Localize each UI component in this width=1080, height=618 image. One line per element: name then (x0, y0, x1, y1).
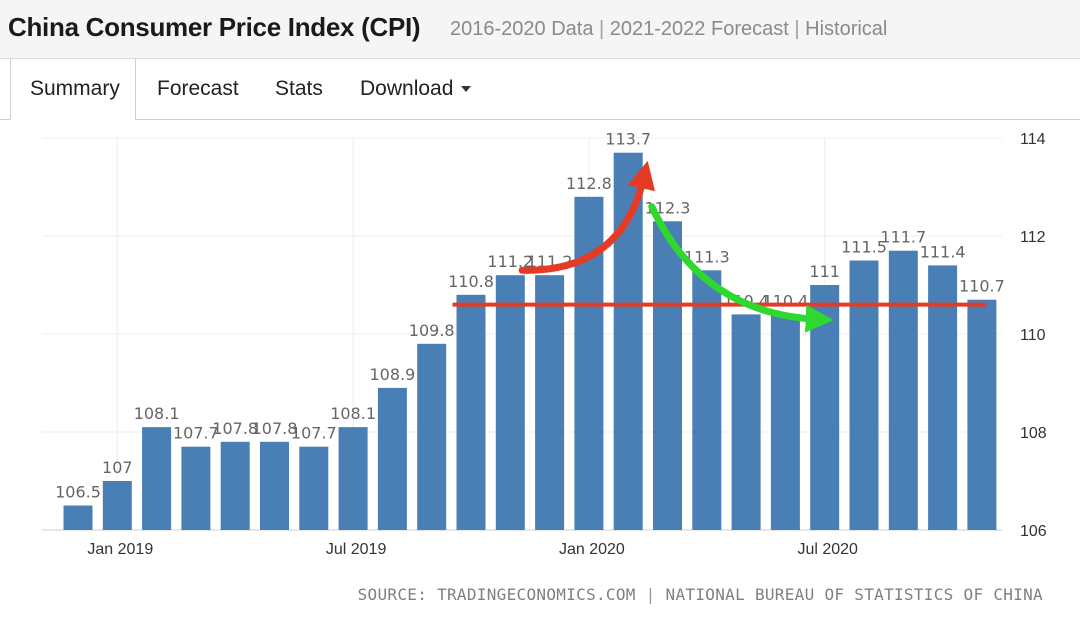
chevron-down-icon (461, 86, 472, 93)
data-label: 113.7 (605, 130, 651, 149)
data-label: 107.8 (252, 419, 298, 438)
data-label: 111.7 (880, 228, 926, 247)
bar (888, 250, 918, 530)
bar (377, 387, 407, 530)
data-label: 108.1 (134, 404, 180, 423)
bar (692, 270, 722, 530)
meta-separator: | (794, 18, 806, 40)
data-label: 110.8 (448, 272, 494, 291)
data-label: 107.7 (173, 424, 219, 443)
source-note: SOURCE: TRADINGECONOMICS.COM | NATIONAL … (358, 585, 1043, 604)
bar (770, 314, 800, 530)
bars (63, 152, 997, 531)
source-separator: | (635, 585, 666, 604)
tab-stats-label: Stats (275, 77, 323, 100)
meta-separator: | (599, 18, 610, 40)
tab-stats[interactable]: Stats (275, 59, 323, 119)
title-meta: 2016-2020 Data | 2021-2022 Forecast | Hi… (450, 18, 887, 41)
data-label: 112.8 (566, 174, 612, 193)
x-tick-label: Jan 2020 (559, 541, 625, 558)
tab-download[interactable]: Download (360, 59, 472, 119)
bar (260, 441, 289, 530)
data-label: 111.5 (841, 238, 887, 257)
data-label: 107.7 (291, 424, 337, 443)
x-tick-label: Jul 2019 (326, 541, 387, 558)
header-bar: China Consumer Price Index (CPI) 2016-20… (0, 0, 1080, 59)
y-tick-label: 110 (1020, 327, 1046, 344)
bar (535, 275, 565, 530)
data-label: 111 (809, 262, 840, 281)
bar (417, 343, 447, 530)
bar (338, 427, 368, 530)
bar (495, 275, 525, 530)
data-label: 107.8 (212, 419, 258, 438)
data-label: 106.5 (55, 483, 101, 502)
bar (220, 441, 250, 530)
data-label: 108.9 (369, 365, 415, 384)
tab-download-label: Download (360, 77, 454, 100)
bar (142, 427, 172, 530)
fall-arrow (648, 203, 834, 333)
tab-summary-label: Summary (30, 77, 120, 100)
tab-bar: Summary Forecast Stats Download (0, 59, 1080, 120)
bar (63, 505, 93, 530)
tab-forecast[interactable]: Forecast (157, 59, 239, 119)
x-tick-label: Jul 2020 (797, 541, 858, 558)
meta-data-range[interactable]: 2016-2020 Data (450, 18, 594, 40)
source-agency: NATIONAL BUREAU OF STATISTICS OF CHINA (665, 585, 1043, 604)
meta-forecast-range[interactable]: 2021-2022 Forecast (609, 18, 789, 40)
bar (181, 446, 211, 530)
page-title: China Consumer Price Index (CPI) (8, 12, 421, 42)
axes: 106 108 110 112 114 Jan 2019 Jul 2019 Jan 2020 J… (87, 131, 1046, 558)
bar (731, 314, 761, 530)
source-link[interactable]: SOURCE: TRADINGECONOMICS.COM (357, 585, 636, 604)
data-label: 107 (102, 458, 133, 477)
bar (456, 294, 486, 530)
meta-historical[interactable]: Historical (805, 18, 888, 40)
bar (653, 221, 682, 531)
cpi-chart: 106.5107108.1107.7107.8107.8107.7108.110… (42, 130, 1047, 558)
y-tick-label: 114 (1020, 131, 1046, 148)
y-tick-label: 108 (1020, 425, 1047, 442)
x-tick-label: Jan 2019 (87, 541, 153, 558)
data-label: 108.1 (330, 404, 376, 423)
bar (102, 481, 132, 530)
data-label: 109.8 (409, 321, 455, 340)
data-label: 111.2 (487, 252, 533, 271)
bar (967, 299, 997, 530)
y-tick-label: 106 (1020, 523, 1047, 540)
y-tick-label: 112 (1020, 229, 1046, 246)
data-label: 111.4 (920, 242, 966, 261)
annotations (452, 160, 987, 333)
bar (849, 260, 879, 530)
tab-summary[interactable]: Summary (10, 59, 136, 120)
tab-forecast-label: Forecast (157, 77, 239, 100)
data-label: 111.3 (684, 247, 730, 266)
rise-arrow (518, 160, 656, 274)
bar (613, 152, 643, 530)
data-label: 110.4 (762, 291, 808, 310)
bar (299, 446, 329, 530)
bar (928, 265, 958, 530)
data-label: 110.7 (959, 277, 1005, 296)
